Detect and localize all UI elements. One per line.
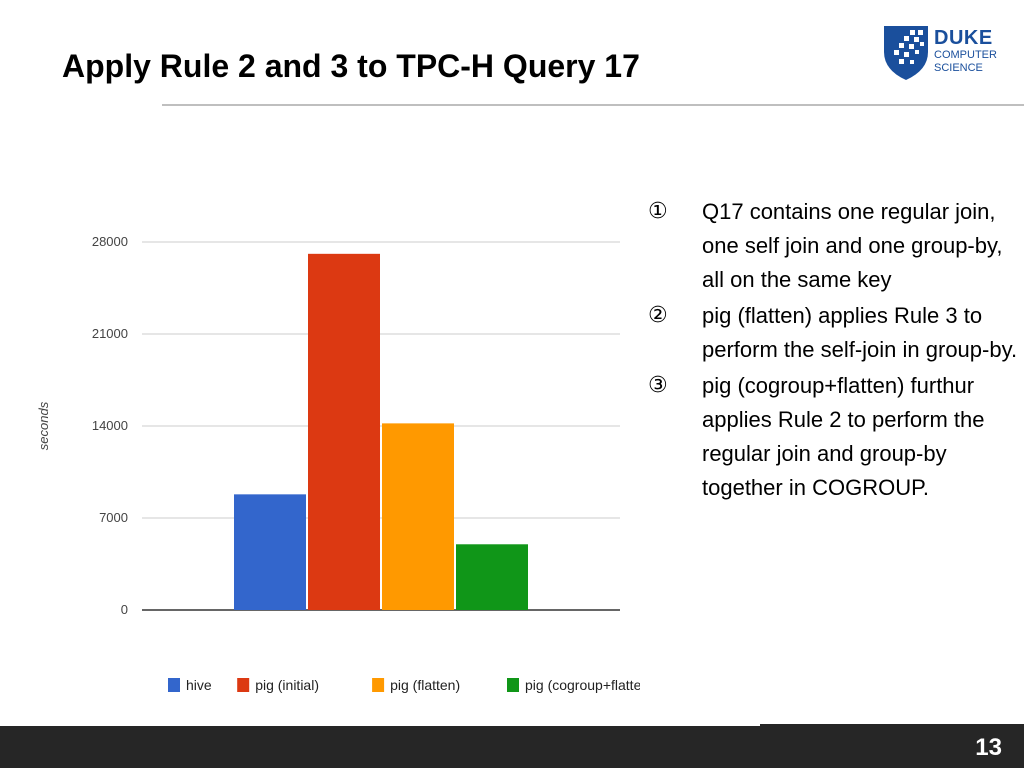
bullet-list: ① Q17 contains one regular join, one sel… [648,195,1018,507]
bullet-text: pig (flatten) applies Rule 3 to perform … [702,303,1018,362]
bullet-item: ② pig (flatten) applies Rule 3 to perfor… [648,299,1018,367]
bullet-number: ③ [648,373,668,398]
runtime-bar-chart: 28000 21000 14000 7000 0 seconds hive pig (ini… [36,234,640,693]
legend-label: pig (initial) [255,677,319,693]
bullet-text: pig (cogroup+flatten) furthur applies Ru… [702,373,985,500]
footer-accent-line [0,724,760,726]
logo-line-computer: COMPUTER [934,49,997,61]
y-tick-label: 7000 [99,510,128,525]
legend-swatch [372,678,385,692]
bar-pig-flatten [382,423,454,610]
slide-title: Apply Rule 2 and 3 to TPC-H Query 17 [62,48,640,84]
duke-shield-icon [884,26,928,80]
legend-swatch [168,678,180,692]
bullet-number: ① [648,199,668,224]
bar-pig-cogroup-flatten [456,544,528,610]
y-axis-label: seconds [36,401,51,450]
bullet-text: Q17 contains one regular join, one self … [702,199,1003,292]
legend-swatch [507,678,519,692]
legend-label: pig (cogroup+flatten) [525,677,640,693]
legend-label: pig (flatten) [390,677,460,693]
page-number: 13 [975,734,1002,761]
y-tick-label: 0 [121,602,128,617]
logo-line-duke: DUKE [934,27,993,49]
bullet-item: ① Q17 contains one regular join, one sel… [648,195,1018,297]
y-tick-label: 21000 [92,326,128,341]
logo-text: DUKE COMPUTER SCIENCE [934,28,997,74]
logo-line-science: SCIENCE [934,62,983,74]
y-tick-label: 14000 [92,418,128,433]
footer-bar [0,724,1024,768]
title-divider [162,104,1024,106]
bullet-number: ② [648,303,668,328]
bar-pig-initial [308,253,380,611]
y-tick-label: 28000 [92,234,128,249]
legend-swatch [237,678,250,692]
duke-cs-logo: DUKE COMPUTER SCIENCE [882,22,1012,82]
bullet-item: ③ pig (cogroup+flatten) furthur applies … [648,369,1018,505]
legend-label: hive [186,677,212,693]
bar-hive [234,494,306,610]
